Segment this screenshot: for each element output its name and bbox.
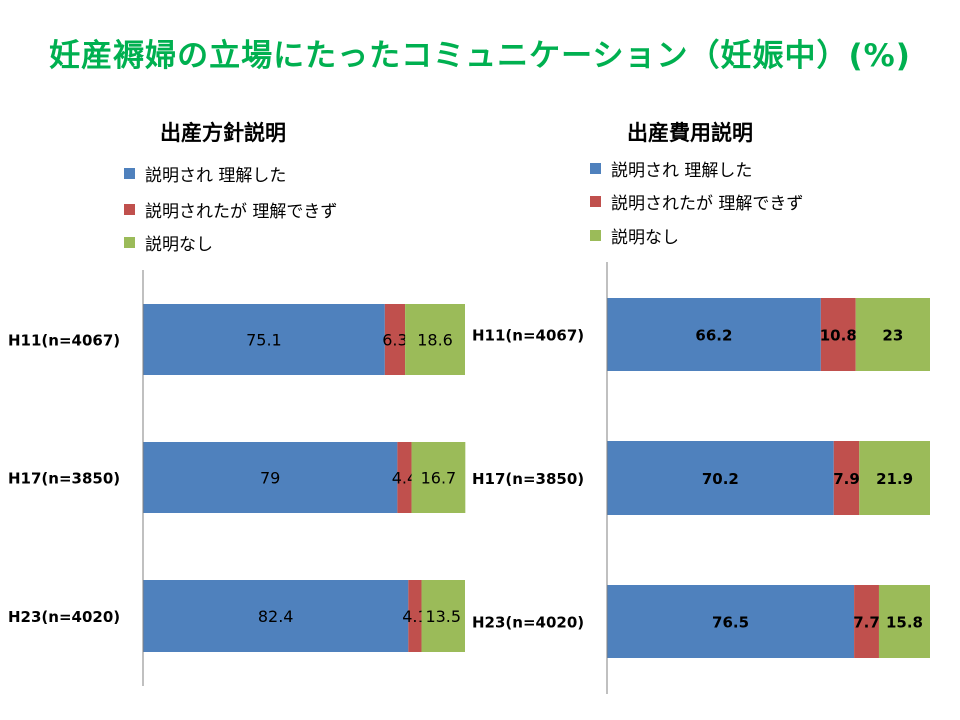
legend-item-series-1: 説明され 理解した	[124, 161, 286, 186]
bar-segment	[607, 585, 855, 658]
category-label: H11(n=4067)	[472, 327, 584, 345]
bar-segment	[143, 580, 409, 652]
legend-swatch	[124, 237, 135, 248]
bar-segment	[408, 580, 422, 652]
category-label: H17(n=3850)	[8, 470, 120, 488]
legend-label: 説明され 理解した	[145, 166, 287, 186]
legend-swatch	[590, 196, 601, 207]
bar-segment	[855, 298, 930, 371]
legend-item-series-3: 説明なし	[124, 230, 213, 255]
legend-item-series-2: 説明されたが 理解できず	[590, 189, 803, 214]
legend-item-series-2: 説明されたが 理解できず	[124, 197, 337, 222]
data-label: 75.1	[246, 331, 282, 350]
data-label: 66.2	[695, 327, 732, 345]
data-label: 79	[260, 469, 280, 488]
data-label: 10.8	[820, 327, 857, 345]
data-label: 6.3	[382, 331, 407, 350]
bar-segment	[607, 298, 821, 371]
bar-segment	[143, 304, 385, 375]
category-label: H11(n=4067)	[8, 332, 120, 350]
legend-label: 説明なし	[611, 228, 679, 248]
bar-segment	[384, 304, 406, 375]
bar-segment	[421, 580, 465, 652]
legend-swatch	[124, 168, 135, 179]
data-label: 23	[882, 327, 903, 345]
category-label: H23(n=4020)	[8, 608, 120, 626]
data-label: 15.8	[886, 614, 923, 632]
bar-segment	[859, 441, 930, 515]
bar-segment	[411, 442, 466, 513]
legend-item-series-1: 説明され 理解した	[590, 156, 752, 181]
bar-segment	[854, 585, 879, 658]
bar-segment	[405, 304, 465, 375]
page-title: 妊産褥婦の立場にたったコミュニケーション（妊娠中）(%)	[49, 38, 911, 74]
legend-item-series-3: 説明なし	[590, 223, 679, 248]
data-label: 76.5	[712, 614, 749, 632]
bar-segment	[878, 585, 930, 658]
bar-segment	[820, 298, 856, 371]
data-label: 21.9	[876, 470, 913, 488]
chart-left: 出産方針説明 説明され 理解した 説明されたが 理解できず 説明なし 75.1 6…	[8, 121, 466, 686]
data-label: 70.2	[702, 470, 739, 488]
bar-segment	[833, 441, 860, 515]
bar-segment	[607, 441, 834, 515]
chart-title: 出産費用説明	[627, 121, 753, 145]
data-label: 18.6	[417, 331, 453, 350]
category-label: H17(n=3850)	[472, 470, 584, 488]
data-label: 13.5	[425, 607, 461, 626]
legend-label: 説明されたが 理解できず	[611, 194, 804, 214]
legend-swatch	[590, 163, 601, 174]
legend-swatch	[590, 230, 601, 241]
legend-label: 説明なし	[145, 235, 213, 255]
bar-segment	[143, 442, 398, 513]
legend-swatch	[124, 204, 135, 215]
category-label: H23(n=4020)	[472, 614, 584, 632]
data-label: 7.9	[833, 470, 860, 488]
legend-label: 説明されたが 理解できず	[145, 202, 338, 222]
data-label: 7.7	[853, 614, 880, 632]
chart-plot: 75.1 6.3 18.6 H11(n=4067) 79 4.4 16.7 H17(n=385…	[8, 270, 466, 686]
data-label: 82.4	[258, 607, 294, 626]
bar-segment	[397, 442, 412, 513]
data-label: 16.7	[421, 469, 457, 488]
data-label: 4.4	[392, 469, 417, 488]
data-label: 4.1	[402, 607, 427, 626]
chart-title: 出産方針説明	[160, 121, 286, 145]
legend-label: 説明され 理解した	[611, 161, 753, 181]
